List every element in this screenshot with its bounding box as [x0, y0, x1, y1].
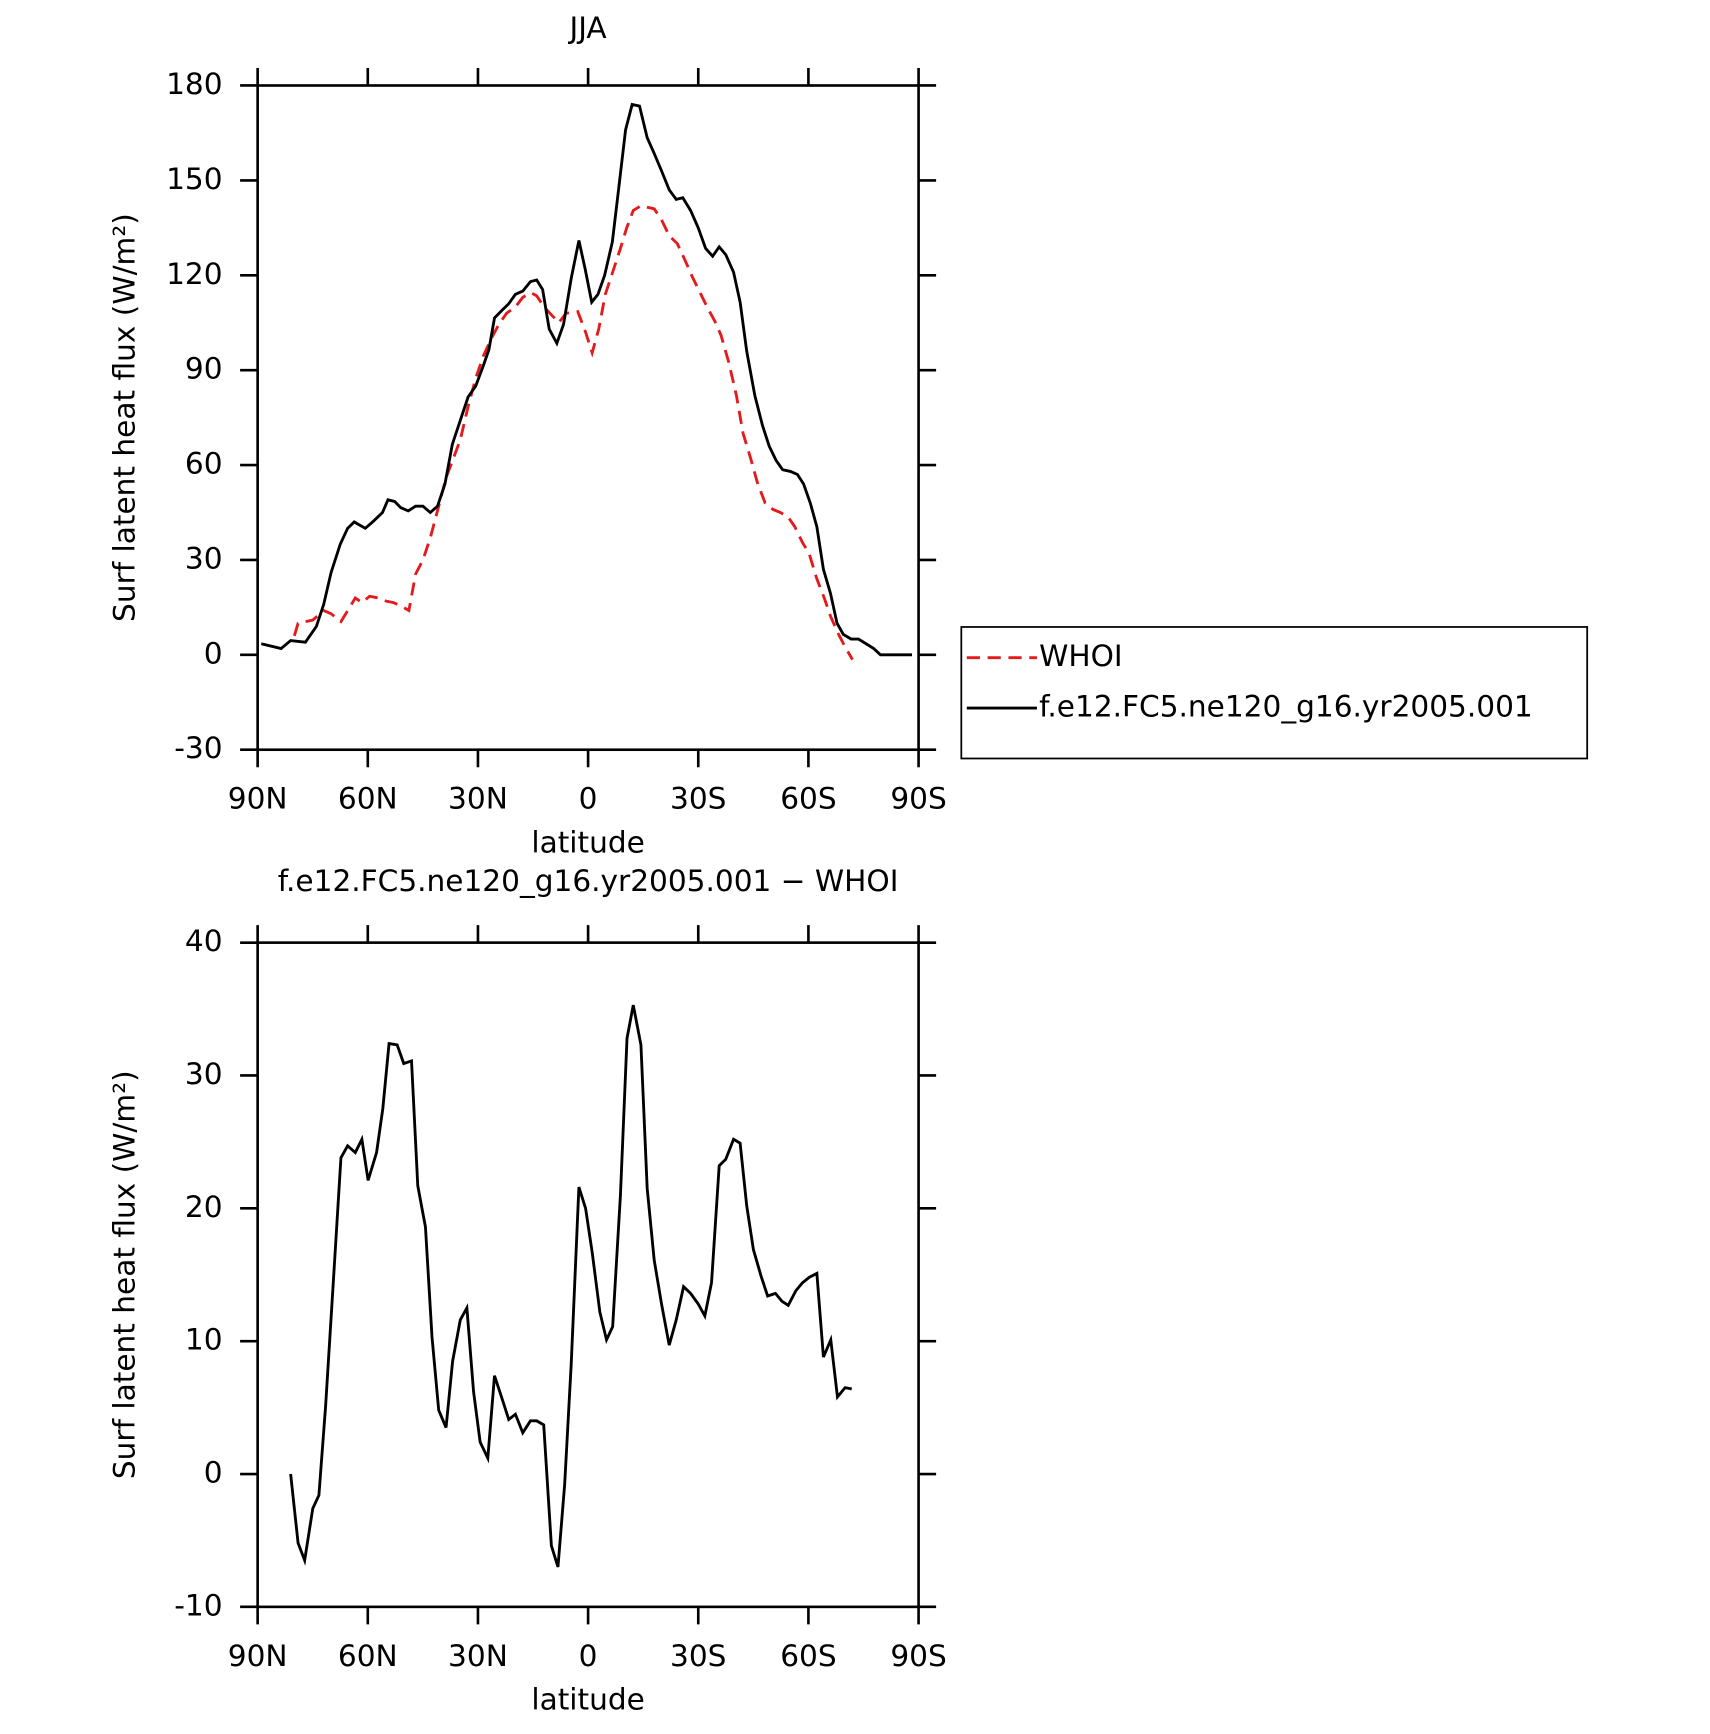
x-tick-label: 60N: [338, 782, 398, 816]
y-tick-label: 90: [185, 352, 223, 386]
x-axis-label: latitude: [531, 825, 644, 859]
x-tick-label: 60S: [780, 1639, 836, 1673]
y-tick-label: 30: [185, 541, 223, 575]
x-tick-label: 60N: [338, 1639, 398, 1673]
chart-title: f.e12.FC5.ne120_g16.yr2005.001 − WHOI: [278, 864, 899, 898]
data-line: [289, 1004, 852, 1568]
legend-label: WHOI: [1039, 639, 1123, 673]
y-tick-label: 120: [166, 257, 222, 291]
y-tick-label: 180: [166, 67, 222, 101]
legend-label: f.e12.FC5.ne120_g16.yr2005.001: [1039, 690, 1533, 724]
y-axis-label: Surf latent heat flux (W/m²): [108, 213, 142, 622]
y-tick-label: 0: [204, 636, 223, 670]
x-axis-label: latitude: [531, 1683, 644, 1717]
x-tick-label: 0: [579, 782, 598, 816]
plot-frame: [256, 84, 920, 752]
x-tick-label: 90N: [228, 782, 288, 816]
x-tick-label: 90S: [890, 1639, 946, 1673]
x-tick-label: 90S: [890, 782, 946, 816]
x-tick-label: 30N: [448, 782, 508, 816]
legend-box: [960, 626, 1589, 760]
x-tick-label: 60S: [780, 782, 836, 816]
y-tick-label: 20: [185, 1190, 223, 1224]
x-tick-label: 0: [579, 1639, 598, 1673]
x-tick-label: 30N: [448, 1639, 508, 1673]
y-tick-label: -30: [174, 731, 222, 765]
x-tick-label: 90N: [228, 1639, 288, 1673]
y-tick-label: 30: [185, 1057, 223, 1091]
y-tick-label: 60: [185, 447, 223, 481]
y-tick-label: 150: [166, 162, 222, 196]
y-axis-label: Surf latent heat flux (W/m²): [108, 1070, 142, 1479]
y-tick-label: -10: [174, 1588, 222, 1622]
y-tick-label: 40: [185, 924, 223, 958]
y-tick-label: 10: [185, 1323, 223, 1357]
data-line: [292, 204, 854, 661]
chart-title: JJA: [568, 11, 607, 45]
data-line: [260, 102, 912, 657]
x-tick-label: 30S: [670, 1639, 726, 1673]
x-tick-label: 30S: [670, 782, 726, 816]
y-tick-label: 0: [204, 1456, 223, 1490]
plot-frame: [256, 941, 920, 1609]
